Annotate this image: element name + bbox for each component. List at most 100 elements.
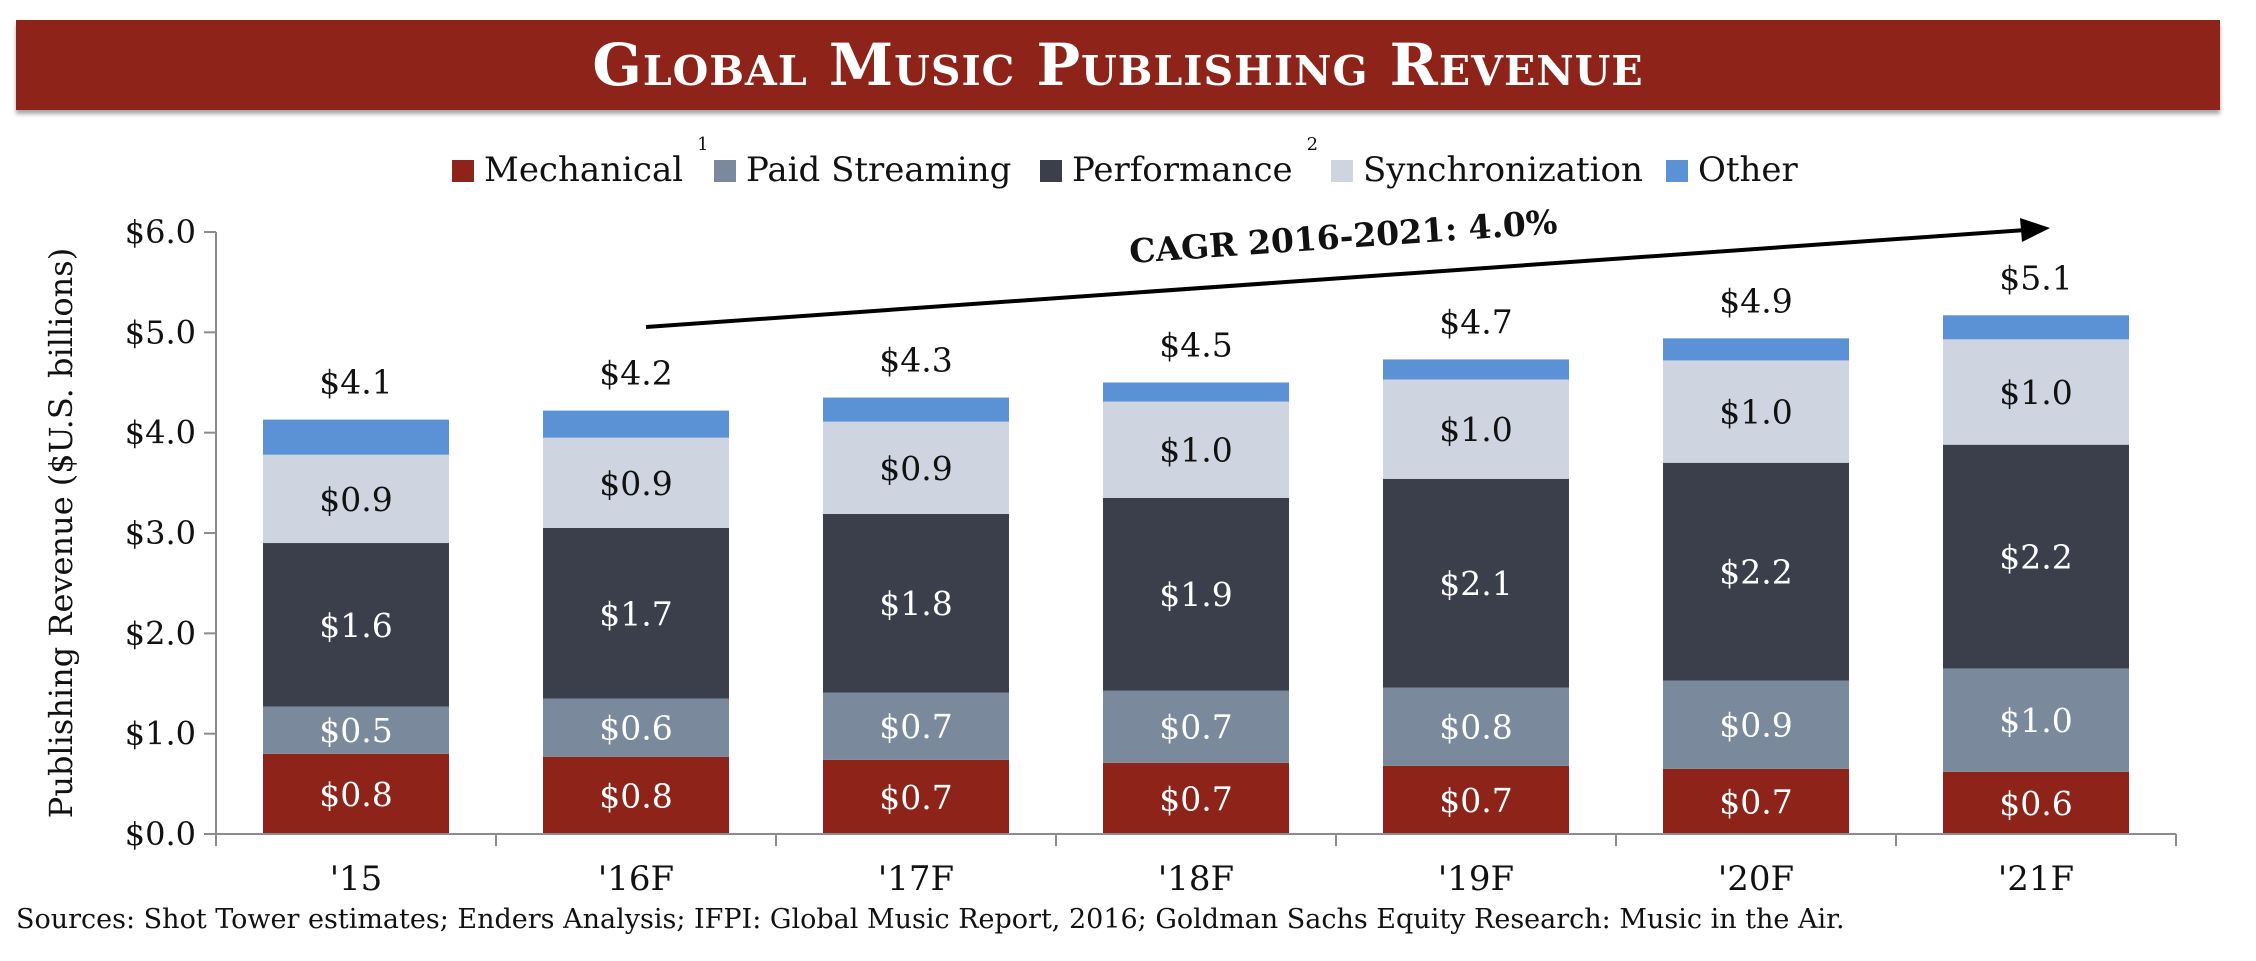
bar-segment-performance	[263, 543, 449, 707]
segment-value-label: $1.6	[319, 606, 392, 645]
bar-segment-mechanical	[1943, 771, 2129, 834]
bar-segment-performance	[823, 513, 1009, 693]
segment-value-label: $1.0	[1159, 431, 1232, 470]
bar-segment-mechanical	[1663, 768, 1849, 834]
bar-segment-synchronization	[543, 437, 729, 528]
segment-value-label: $2.2	[1719, 553, 1792, 592]
legend-label: Mechanical	[484, 150, 683, 190]
segment-value-label: $0.9	[599, 464, 672, 503]
bar-segment-other	[1663, 338, 1849, 361]
segment-value-label: $0.8	[1439, 708, 1512, 747]
y-tick-label: $3.0	[125, 514, 196, 552]
bar-stack: $0.8 $0.5 $1.6 $0.9 $4.1	[263, 363, 449, 834]
segment-value-label: $1.0	[1439, 410, 1512, 449]
legend-item: Synchronization	[1331, 150, 1643, 190]
bar-segment-performance	[1383, 478, 1569, 688]
bar-total-label: $5.1	[1999, 258, 2072, 297]
segment-value-label: $0.6	[1999, 784, 2072, 823]
bar-stack: $0.7 $0.9 $2.2 $1.0 $4.9	[1663, 281, 1849, 834]
y-tick-label: $0.0	[125, 815, 196, 853]
title-banner: Global Music Publishing Revenue	[16, 20, 2220, 110]
segment-value-label: $0.8	[599, 776, 672, 815]
bar-segment-paid-streaming	[263, 706, 449, 754]
legend-footnote-marker: 1	[697, 134, 708, 155]
bar-segment-mechanical	[1383, 765, 1569, 834]
bar-segment-other	[543, 410, 729, 438]
segment-value-label: $0.9	[1719, 706, 1792, 745]
cagr-arrow-head	[2020, 218, 2050, 242]
segment-value-label: $1.8	[879, 584, 952, 623]
x-tick-label: '20F	[1718, 859, 1794, 899]
y-tick-label: $6.0	[125, 213, 196, 251]
bar-segment-paid-streaming	[543, 698, 729, 757]
bar-segment-other	[1383, 359, 1569, 380]
y-tick-label: $4.0	[125, 414, 196, 452]
x-tick-label: '21F	[1998, 859, 2074, 899]
segment-value-label: $0.6	[599, 709, 672, 748]
bar-segment-paid-streaming	[1943, 668, 2129, 772]
bar-segment-mechanical	[823, 759, 1009, 834]
bar-segment-paid-streaming	[1103, 690, 1289, 763]
segment-value-label: $2.2	[1999, 538, 2072, 577]
bars: $0.8 $0.5 $1.6 $0.9 $4.1 $0.8 $0.6 $1.7 $0.9 $4.2…	[263, 258, 2129, 834]
segment-value-label: $0.9	[879, 449, 952, 488]
legend-swatch	[714, 160, 736, 182]
x-tick-label: '17F	[878, 859, 954, 899]
legend-swatch	[1040, 160, 1062, 182]
segment-value-label: $1.9	[1159, 575, 1232, 614]
bar-segment-other	[1103, 382, 1289, 402]
bar-total-label: $4.5	[1159, 326, 1232, 365]
segment-value-label: $0.7	[1159, 779, 1232, 818]
bar-segment-paid-streaming	[1663, 680, 1849, 769]
bar-segment-performance	[1663, 462, 1849, 681]
segment-value-label: $0.7	[1719, 782, 1792, 821]
bar-total-label: $4.3	[879, 341, 952, 380]
bar-total-label: $4.1	[319, 363, 392, 402]
bar-stack: $0.8 $0.6 $1.7 $0.9 $4.2	[543, 354, 729, 834]
segment-value-label: $0.9	[319, 480, 392, 519]
y-tick-label: $2.0	[125, 614, 196, 652]
segment-value-label: $0.7	[879, 707, 952, 746]
legend: Mechanical 1 Paid Streaming Performance 2 Syn…	[452, 134, 1799, 190]
bar-total-label: $4.7	[1439, 302, 1512, 341]
x-tick-label: '18F	[1158, 859, 1234, 899]
cagr-annotation: CAGR 2016-2021: 4.0%	[645, 202, 2050, 329]
x-tick-label: '15	[330, 859, 383, 899]
bar-stack: $0.6 $1.0 $2.2 $1.0 $5.1	[1943, 258, 2129, 834]
bar-segment-mechanical	[263, 753, 449, 834]
bar-segment-performance	[1943, 444, 2129, 669]
bar-segment-synchronization	[1383, 379, 1569, 479]
bar-total-label: $4.2	[599, 354, 672, 393]
bar-segment-other	[263, 419, 449, 455]
legend-footnote-marker: 2	[1307, 134, 1318, 155]
bar-segment-mechanical	[543, 756, 729, 834]
bar-total-label: $4.9	[1719, 281, 1792, 320]
bar-segment-synchronization	[1943, 339, 2129, 445]
segment-value-label: $1.0	[1999, 701, 2072, 740]
stacked-bar-chart: Mechanical 1 Paid Streaming Performance 2 Syn…	[42, 134, 2177, 899]
segment-value-label: $1.0	[1999, 373, 2072, 412]
bar-segment-paid-streaming	[823, 692, 1009, 760]
bar-segment-synchronization	[1663, 360, 1849, 463]
bar-segment-paid-streaming	[1383, 687, 1569, 766]
x-tick-label: '19F	[1438, 859, 1514, 899]
legend-item: Paid Streaming	[714, 150, 1011, 190]
legend-label: Paid Streaming	[746, 150, 1011, 190]
bar-segment-synchronization	[263, 454, 449, 544]
bar-stack: $0.7 $0.7 $1.8 $0.9 $4.3	[823, 341, 1009, 834]
bar-segment-synchronization	[1103, 401, 1289, 498]
bar-stack: $0.7 $0.8 $2.1 $1.0 $4.7	[1383, 302, 1569, 834]
bar-segment-mechanical	[1103, 762, 1289, 834]
x-axis: '15 '16F '17F '18F '19F '20F '21F	[215, 833, 2177, 899]
segment-value-label: $0.5	[319, 711, 392, 750]
segment-value-label: $1.0	[1719, 393, 1792, 432]
cagr-arrow-line	[645, 227, 2041, 329]
segment-value-label: $0.7	[879, 778, 952, 817]
segment-value-label: $1.7	[599, 594, 672, 633]
cagr-label: CAGR 2016-2021: 4.0%	[1128, 202, 1558, 271]
legend-label: Performance	[1072, 150, 1293, 190]
bar-segment-other	[1943, 315, 2129, 340]
segment-value-label: $0.7	[1159, 708, 1232, 747]
y-axis: $0.0 $1.0 $2.0 $3.0 $4.0 $5.0 $6.0 Publishing R…	[42, 213, 217, 853]
bar-segment-synchronization	[823, 421, 1009, 514]
